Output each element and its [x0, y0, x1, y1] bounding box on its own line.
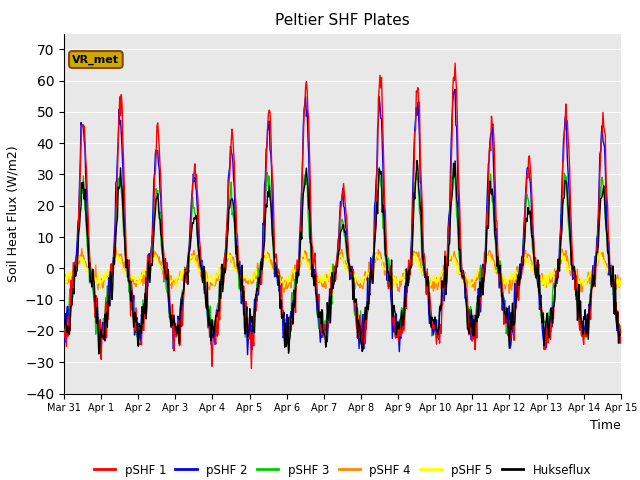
pSHF 3	[60, 332, 68, 338]
pSHF 5	[70, 263, 78, 269]
pSHF 3	[214, 300, 222, 306]
Line: Hukseflux: Hukseflux	[64, 161, 621, 354]
pSHF 4	[617, 276, 625, 281]
pSHF 4	[428, 285, 435, 290]
pSHF 2	[70, 273, 78, 278]
pSHF 5	[127, 271, 135, 276]
pSHF 5	[280, 284, 288, 290]
pSHF 1	[184, 262, 192, 267]
pSHF 4	[60, 275, 68, 281]
pSHF 5	[214, 276, 221, 281]
pSHF 1	[248, 366, 255, 372]
pSHF 1	[428, 308, 435, 314]
pSHF 3	[128, 288, 136, 293]
Line: pSHF 5: pSHF 5	[64, 251, 621, 287]
Hukseflux	[413, 158, 421, 164]
pSHF 5	[411, 251, 419, 256]
pSHF 2	[60, 335, 68, 340]
Hukseflux	[617, 333, 625, 338]
pSHF 1	[214, 333, 221, 339]
Text: VR_met: VR_met	[72, 54, 119, 65]
pSHF 4	[185, 262, 193, 267]
Hukseflux	[128, 300, 136, 306]
pSHF 3	[185, 259, 193, 264]
Hukseflux	[185, 251, 193, 257]
pSHF 2	[214, 311, 221, 317]
Line: pSHF 3: pSHF 3	[64, 167, 621, 337]
pSHF 3	[617, 323, 625, 329]
Hukseflux	[214, 307, 222, 313]
Hukseflux	[411, 196, 419, 202]
pSHF 1	[60, 326, 68, 332]
Line: pSHF 1: pSHF 1	[64, 63, 621, 369]
pSHF 4	[411, 254, 419, 260]
pSHF 4	[112, 245, 120, 251]
Hukseflux	[60, 325, 68, 331]
pSHF 5	[60, 279, 68, 285]
pSHF 3	[70, 263, 78, 269]
pSHF 1	[70, 283, 78, 289]
pSHF 3	[428, 333, 436, 339]
pSHF 2	[451, 86, 459, 92]
pSHF 2	[617, 327, 625, 333]
pSHF 5	[428, 282, 435, 288]
Hukseflux	[95, 351, 102, 357]
pSHF 5	[617, 281, 625, 287]
pSHF 3	[412, 178, 419, 183]
pSHF 4	[506, 290, 513, 296]
pSHF 4	[128, 278, 136, 284]
Legend: pSHF 1, pSHF 2, pSHF 3, pSHF 4, pSHF 5, Hukseflux: pSHF 1, pSHF 2, pSHF 3, pSHF 4, pSHF 5, …	[89, 459, 596, 480]
pSHF 1	[127, 279, 135, 285]
pSHF 2	[244, 352, 252, 358]
Hukseflux	[70, 291, 78, 297]
pSHF 1	[617, 325, 625, 331]
pSHF 5	[184, 266, 192, 272]
pSHF 2	[127, 280, 135, 286]
Line: pSHF 2: pSHF 2	[64, 89, 621, 355]
pSHF 2	[411, 126, 419, 132]
Y-axis label: Soil Heat Flux (W/m2): Soil Heat Flux (W/m2)	[6, 145, 19, 282]
pSHF 5	[596, 248, 604, 254]
pSHF 2	[428, 322, 435, 327]
pSHF 3	[375, 164, 383, 170]
X-axis label: Time: Time	[590, 419, 621, 432]
pSHF 4	[70, 263, 78, 269]
Hukseflux	[428, 314, 436, 320]
pSHF 2	[184, 254, 192, 260]
pSHF 3	[95, 335, 102, 340]
pSHF 1	[411, 130, 419, 135]
pSHF 4	[214, 277, 222, 283]
Title: Peltier SHF Plates: Peltier SHF Plates	[275, 13, 410, 28]
Line: pSHF 4: pSHF 4	[64, 248, 621, 293]
pSHF 1	[451, 60, 459, 66]
